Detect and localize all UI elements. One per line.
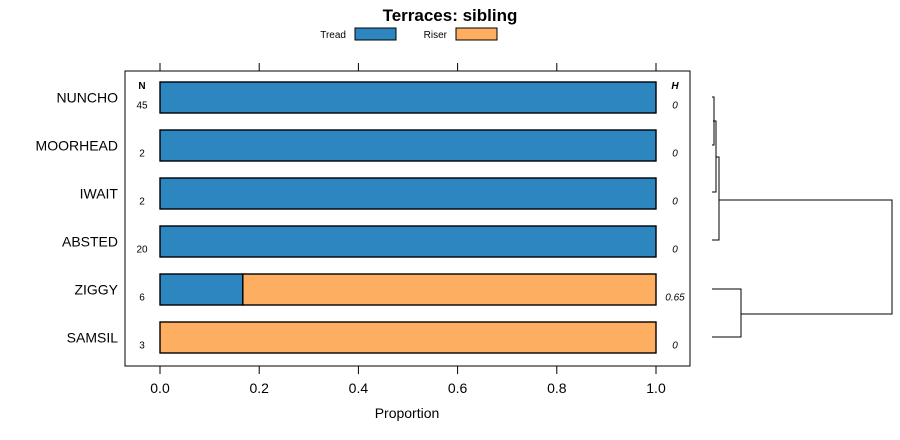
x-tick-label: 0.2 <box>249 380 269 396</box>
bar-segment-iwait-tread <box>159 177 657 210</box>
dendrogram-branch <box>719 199 893 315</box>
n-value-ziggy: 6 <box>139 293 145 304</box>
n-value-moorhead: 2 <box>139 149 145 160</box>
n-value-nuncho: 45 <box>136 101 148 112</box>
dendrogram-branch <box>712 288 742 338</box>
h-value-absted: 0 <box>672 245 678 256</box>
row-label-absted: ABSTED <box>62 234 118 250</box>
legend-swatch-riser <box>455 27 498 41</box>
row-label-iwait: IWAIT <box>80 186 119 202</box>
n-value-absted: 20 <box>136 245 148 256</box>
bar-segment-ziggy-riser <box>242 273 657 306</box>
legend-swatch-tread <box>354 27 397 41</box>
row-label-nuncho: NUNCHO <box>57 90 119 106</box>
h-column-header: H <box>671 81 679 92</box>
n-value-iwait: 2 <box>139 197 145 208</box>
dendrogram <box>712 96 893 338</box>
bar-segment-moorhead-tread <box>159 129 657 162</box>
n-value-samsil: 3 <box>139 341 145 352</box>
row-label-samsil: SAMSIL <box>67 330 119 346</box>
h-value-nuncho: 0 <box>672 101 678 112</box>
x-tick-label: 1.0 <box>646 380 666 396</box>
x-tick-label: 0.4 <box>349 380 369 396</box>
n-column-header: N <box>138 81 145 92</box>
x-axis: 0.0 0.2 0.4 0.6 0.8 1.0 <box>150 63 666 396</box>
bar-segment-absted-tread <box>159 225 657 258</box>
legend-label-riser: Riser <box>424 30 448 41</box>
h-value-moorhead: 0 <box>672 149 678 160</box>
bar-segment-samsil-riser <box>159 321 657 354</box>
legend: Tread Riser <box>320 27 498 41</box>
x-tick-label: 0.8 <box>547 380 567 396</box>
row-label-ziggy: ZIGGY <box>74 282 118 298</box>
bar-segment-nuncho-tread <box>159 81 657 114</box>
h-value-ziggy: 0.65 <box>665 293 685 304</box>
x-tick-label: 0.0 <box>150 380 170 396</box>
h-value-iwait: 0 <box>672 197 678 208</box>
chart-title: Terraces: sibling <box>383 6 518 25</box>
x-tick-label: 0.6 <box>448 380 468 396</box>
h-value-samsil: 0 <box>672 341 678 352</box>
x-axis-title: Proportion <box>375 405 440 421</box>
dendrogram-branch <box>712 156 720 241</box>
row-label-moorhead: MOORHEAD <box>36 138 118 154</box>
bar-segment-ziggy-tread <box>159 273 244 306</box>
plot-frame <box>124 70 691 367</box>
legend-label-tread: Tread <box>320 30 346 41</box>
